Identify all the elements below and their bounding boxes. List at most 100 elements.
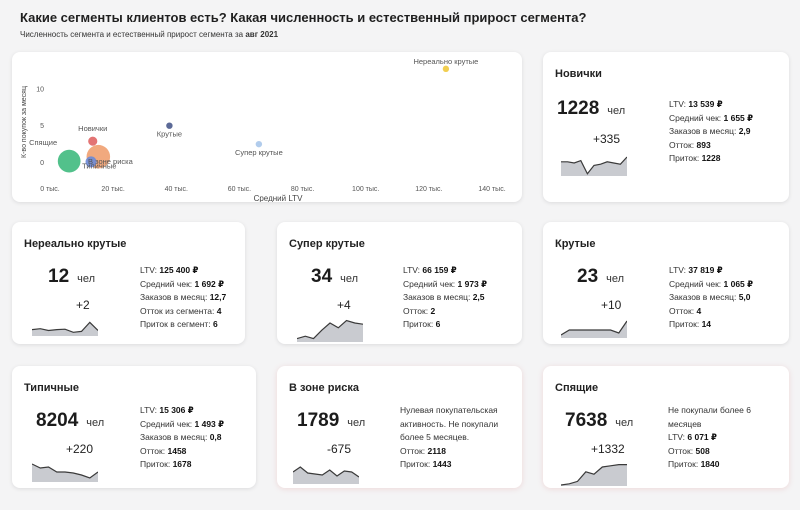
segment-unit: чел	[77, 273, 96, 285]
subtitle-period: авг 2021	[245, 30, 279, 39]
metric-avg-check: Средний чек: 1 655 ₽	[669, 112, 754, 123]
segment-delta: +4	[337, 298, 351, 312]
segment-card-novichki[interactable]: Новички 1228 чел +335 LTV: 13 539 ₽ Сред…	[543, 52, 789, 202]
page-title: Какие сегменты клиентов есть? Какая числ…	[20, 10, 587, 25]
x-tick-label: 100 тыс.	[352, 186, 379, 193]
sparkline-area	[561, 464, 627, 486]
segment-count: 34	[311, 266, 333, 287]
segment-card-risk-zone[interactable]: В зоне риска 1789 чел -675 Нулевая покуп…	[277, 366, 522, 488]
segment-description: Нулевая покупательская активность. Не по…	[400, 405, 499, 442]
segment-sparkline	[561, 320, 627, 338]
metric-ltv: LTV: 6 071 ₽	[668, 432, 717, 442]
point-label: Спящие	[29, 138, 57, 147]
metric-orders: Заказов в месяц: 5,0	[669, 292, 751, 302]
segment-delta: +2	[76, 298, 90, 312]
segment-sparkline	[561, 463, 627, 486]
segment-title: Новички	[555, 68, 602, 80]
x-tick-label: 60 тыс.	[228, 186, 251, 193]
segment-metrics: LTV: 13 539 ₽ Средний чек: 1 655 ₽ Заказ…	[669, 98, 753, 166]
x-axis-label: Средний LTV	[254, 194, 303, 202]
segment-sparkline	[32, 321, 98, 336]
metric-avg-check: Средний чек: 1 692 ₽	[140, 278, 225, 289]
sparkline-area	[561, 157, 627, 176]
y-tick-label: 10	[36, 86, 44, 93]
metric-churn: Отток из сегмента: 4	[140, 305, 222, 316]
metric-churn: Отток: 2118	[400, 445, 446, 456]
metric-avg-check: Средний чек: 1 065 ₽	[669, 278, 754, 289]
scatter-point	[85, 156, 97, 168]
segment-count: 7638	[565, 410, 608, 431]
x-tick-label: 40 тыс.	[165, 186, 188, 193]
segment-unit: чел	[607, 105, 626, 117]
segment-unit: чел	[615, 417, 634, 429]
segment-card-nerealno-krutye[interactable]: Нереально крутые 12 чел +2 LTV: 125 400 …	[12, 222, 245, 344]
metric-ltv: LTV: 125 400 ₽	[140, 265, 199, 275]
scatter-chart[interactable]: 0 тыс. 20 тыс. 40 тыс. 60 тыс. 80 тыс. 100 ты…	[12, 52, 522, 203]
metric-inflow: Приток: 1228	[669, 153, 721, 163]
segment-sparkline	[32, 463, 98, 482]
metric-inflow: Приток: 6	[403, 319, 441, 329]
x-tick-label: 140 тыс.	[478, 186, 505, 193]
segment-card-krutye[interactable]: Крутые 23 чел +10 LTV: 37 819 ₽ Средний …	[543, 222, 789, 344]
segment-title: В зоне риска	[289, 382, 359, 394]
sparkline-line	[297, 319, 363, 340]
y-tick-label: 0	[40, 160, 44, 167]
metric-churn: Отток: 2	[403, 305, 436, 316]
point-label: Нереально крутые	[413, 57, 478, 66]
sparkline-area	[32, 322, 98, 336]
page-subtitle: Численность сегмента и естественный прир…	[20, 30, 586, 39]
sparkline-line	[561, 463, 627, 486]
segment-title: Крутые	[555, 238, 596, 250]
point-label: Типичные	[82, 162, 116, 171]
segment-sparkline	[561, 156, 627, 176]
segment-count: 1789	[297, 410, 340, 431]
metric-ltv: LTV: 13 539 ₽	[669, 99, 723, 109]
segment-count: 12	[48, 266, 70, 287]
segment-unit: чел	[340, 273, 359, 285]
segment-title: Спящие	[555, 382, 599, 394]
metric-orders: Заказов в месяц: 2,9	[669, 126, 751, 136]
metric-inflow: Приток: 1678	[140, 459, 192, 469]
segment-card-tipichnye[interactable]: Типичные 8204 чел +220 LTV: 15 306 ₽ Сре…	[12, 366, 256, 488]
segment-metrics: LTV: 66 159 ₽ Средний чек: 1 973 ₽ Заказ…	[403, 264, 487, 332]
segment-sparkline	[297, 319, 363, 342]
subtitle-prefix: Численность сегмента и естественный прир…	[20, 30, 244, 39]
point-label: Крутые	[157, 130, 182, 139]
metric-inflow: Приток в сегмент: 6	[140, 319, 218, 329]
segment-unit: чел	[347, 417, 366, 429]
metric-churn: Отток: 508	[668, 445, 710, 456]
sparkline-line	[293, 466, 359, 478]
scatter-point	[166, 122, 173, 129]
segment-count: 8204	[36, 410, 79, 431]
scatter-chart-card: 0 тыс. 20 тыс. 40 тыс. 60 тыс. 80 тыс. 100 ты…	[12, 52, 522, 203]
sparkline-area	[32, 464, 98, 482]
segment-metrics: LTV: 15 306 ₽ Средний чек: 1 493 ₽ Заказ…	[140, 404, 224, 472]
point-label: Новички	[78, 124, 107, 133]
metric-churn: Отток: 893	[669, 139, 711, 150]
sparkline-area	[561, 321, 627, 338]
sparkline-line	[32, 463, 98, 479]
segment-delta: +1332	[591, 442, 625, 456]
metric-churn: Отток: 4	[669, 305, 702, 316]
page-header: Какие сегменты клиентов есть? Какая числ…	[20, 10, 586, 39]
segment-metrics: LTV: 125 400 ₽ Средний чек: 1 692 ₽ Зака…	[140, 264, 226, 332]
metric-churn: Отток: 1458	[140, 445, 187, 456]
segment-title: Нереально крутые	[24, 238, 127, 250]
segment-sparkline	[293, 466, 359, 484]
sparkline-area	[297, 320, 363, 342]
metric-ltv: LTV: 66 159 ₽	[403, 265, 457, 275]
metric-orders: Заказов в месяц: 2,5	[403, 292, 485, 302]
segment-card-super-krutye[interactable]: Супер крутые 34 чел +4 LTV: 66 159 ₽ Сре…	[277, 222, 522, 344]
segment-delta: -675	[327, 442, 352, 456]
metric-ltv: LTV: 37 819 ₽	[669, 265, 723, 275]
segment-metrics: LTV: 37 819 ₽ Средний чек: 1 065 ₽ Заказ…	[669, 264, 753, 332]
segment-metrics: Не покупали более 6 месяцев LTV: 6 071 ₽…	[668, 404, 780, 472]
segment-card-spyashchie[interactable]: Спящие 7638 чел +1332 Не покупали более …	[543, 366, 789, 488]
segment-delta: +335	[593, 132, 621, 146]
metric-orders: Заказов в месяц: 12,7	[140, 292, 227, 302]
scatter-point	[88, 136, 98, 146]
sparkline-area	[293, 467, 359, 484]
segment-unit: чел	[606, 273, 625, 285]
segment-title: Супер крутые	[289, 238, 365, 250]
x-tick-label: 20 тыс.	[101, 186, 124, 193]
